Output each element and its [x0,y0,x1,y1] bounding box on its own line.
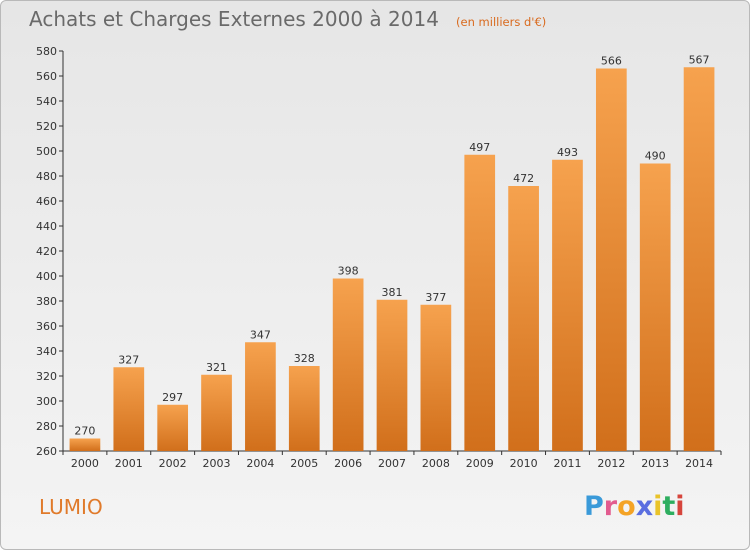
y-tick-label: 480 [36,170,57,183]
bar [157,404,189,451]
data-labels: 270 327 297 321 347 328 398 381 377 497 472 493 566 4… [74,53,709,437]
x-tick-label: 2007 [378,457,406,470]
data-label: 327 [118,353,139,366]
data-label: 493 [557,146,578,159]
commune-name: LUMIO [39,495,103,519]
x-tick-label: 2010 [510,457,538,470]
y-tick-label: 500 [36,145,57,158]
chart-header: Achats et Charges Externes 2000 à 2014 (… [29,7,546,31]
bar [552,159,583,451]
x-tick-label: 2008 [422,457,450,470]
x-tick-label: 2013 [641,457,669,470]
bar [464,154,496,451]
brand-letter: i [653,491,663,522]
bar [683,67,715,451]
x-tick-label: 2014 [685,457,713,470]
data-label: 497 [469,141,490,154]
data-label: 472 [513,172,534,185]
data-label: 398 [338,265,359,278]
y-tick-label: 580 [36,45,57,58]
bar [113,367,145,451]
y-tick-label: 460 [36,195,57,208]
brand-letter: P [584,491,604,522]
y-tick-label: 360 [36,320,57,333]
x-tick-label: 2005 [290,457,318,470]
x-tick-label: 2009 [466,457,494,470]
bar [595,68,627,451]
bar [201,374,232,451]
x-tick-label: 2004 [246,457,274,470]
data-label: 270 [74,425,95,438]
brand-letter: x [635,491,654,522]
x-tick-label: 2001 [115,457,143,470]
y-tick-label: 520 [36,120,57,133]
data-label: 381 [382,286,403,299]
y-axis: 260 280 300 320 340 360 380 400 420 440 460 480 500 5… [36,45,64,458]
bar [376,299,408,451]
y-tick-label: 540 [36,95,57,108]
y-tick-label: 560 [36,70,57,83]
y-tick-label: 380 [36,295,57,308]
brand-letter: r [603,491,618,522]
y-tick-label: 420 [36,245,57,258]
brand-letter: o [617,491,636,522]
y-tick-label: 260 [36,445,57,458]
x-tick-label: 2000 [71,457,99,470]
bar [245,342,276,451]
bar [508,186,539,451]
data-label: 347 [250,328,271,341]
proxiti-logo: Proxiti [584,491,685,522]
y-tick-label: 280 [36,420,57,433]
data-label: 566 [601,55,622,68]
x-tick-label: 2002 [159,457,187,470]
y-tick-label: 400 [36,270,57,283]
x-tick-label: 2003 [203,457,231,470]
bar [332,278,364,451]
y-tick-label: 320 [36,370,57,383]
y-tick-label: 340 [36,345,57,358]
brand-letter: i [675,491,685,522]
y-tick-label: 440 [36,220,57,233]
bar [420,304,452,451]
x-tick-label: 2011 [553,457,581,470]
data-label: 297 [162,391,183,404]
bar [288,366,320,451]
chart-title: Achats et Charges Externes 2000 à 2014 [29,7,439,31]
data-label: 567 [689,53,710,66]
brand-letter: t [662,491,676,522]
x-tick-label: 2012 [597,457,625,470]
data-label: 490 [645,150,666,163]
bars [69,67,715,451]
data-label: 377 [425,291,446,304]
data-label: 328 [294,352,315,365]
data-label: 321 [206,361,227,374]
bar [69,438,101,451]
x-tick-label: 2006 [334,457,362,470]
y-tick-label: 300 [36,395,57,408]
x-axis: 2000 2001 2002 2003 2004 2005 2006 2007 2008 2009… [62,450,722,470]
chart-unit: (en milliers d'€) [456,15,547,29]
bar [639,163,671,451]
